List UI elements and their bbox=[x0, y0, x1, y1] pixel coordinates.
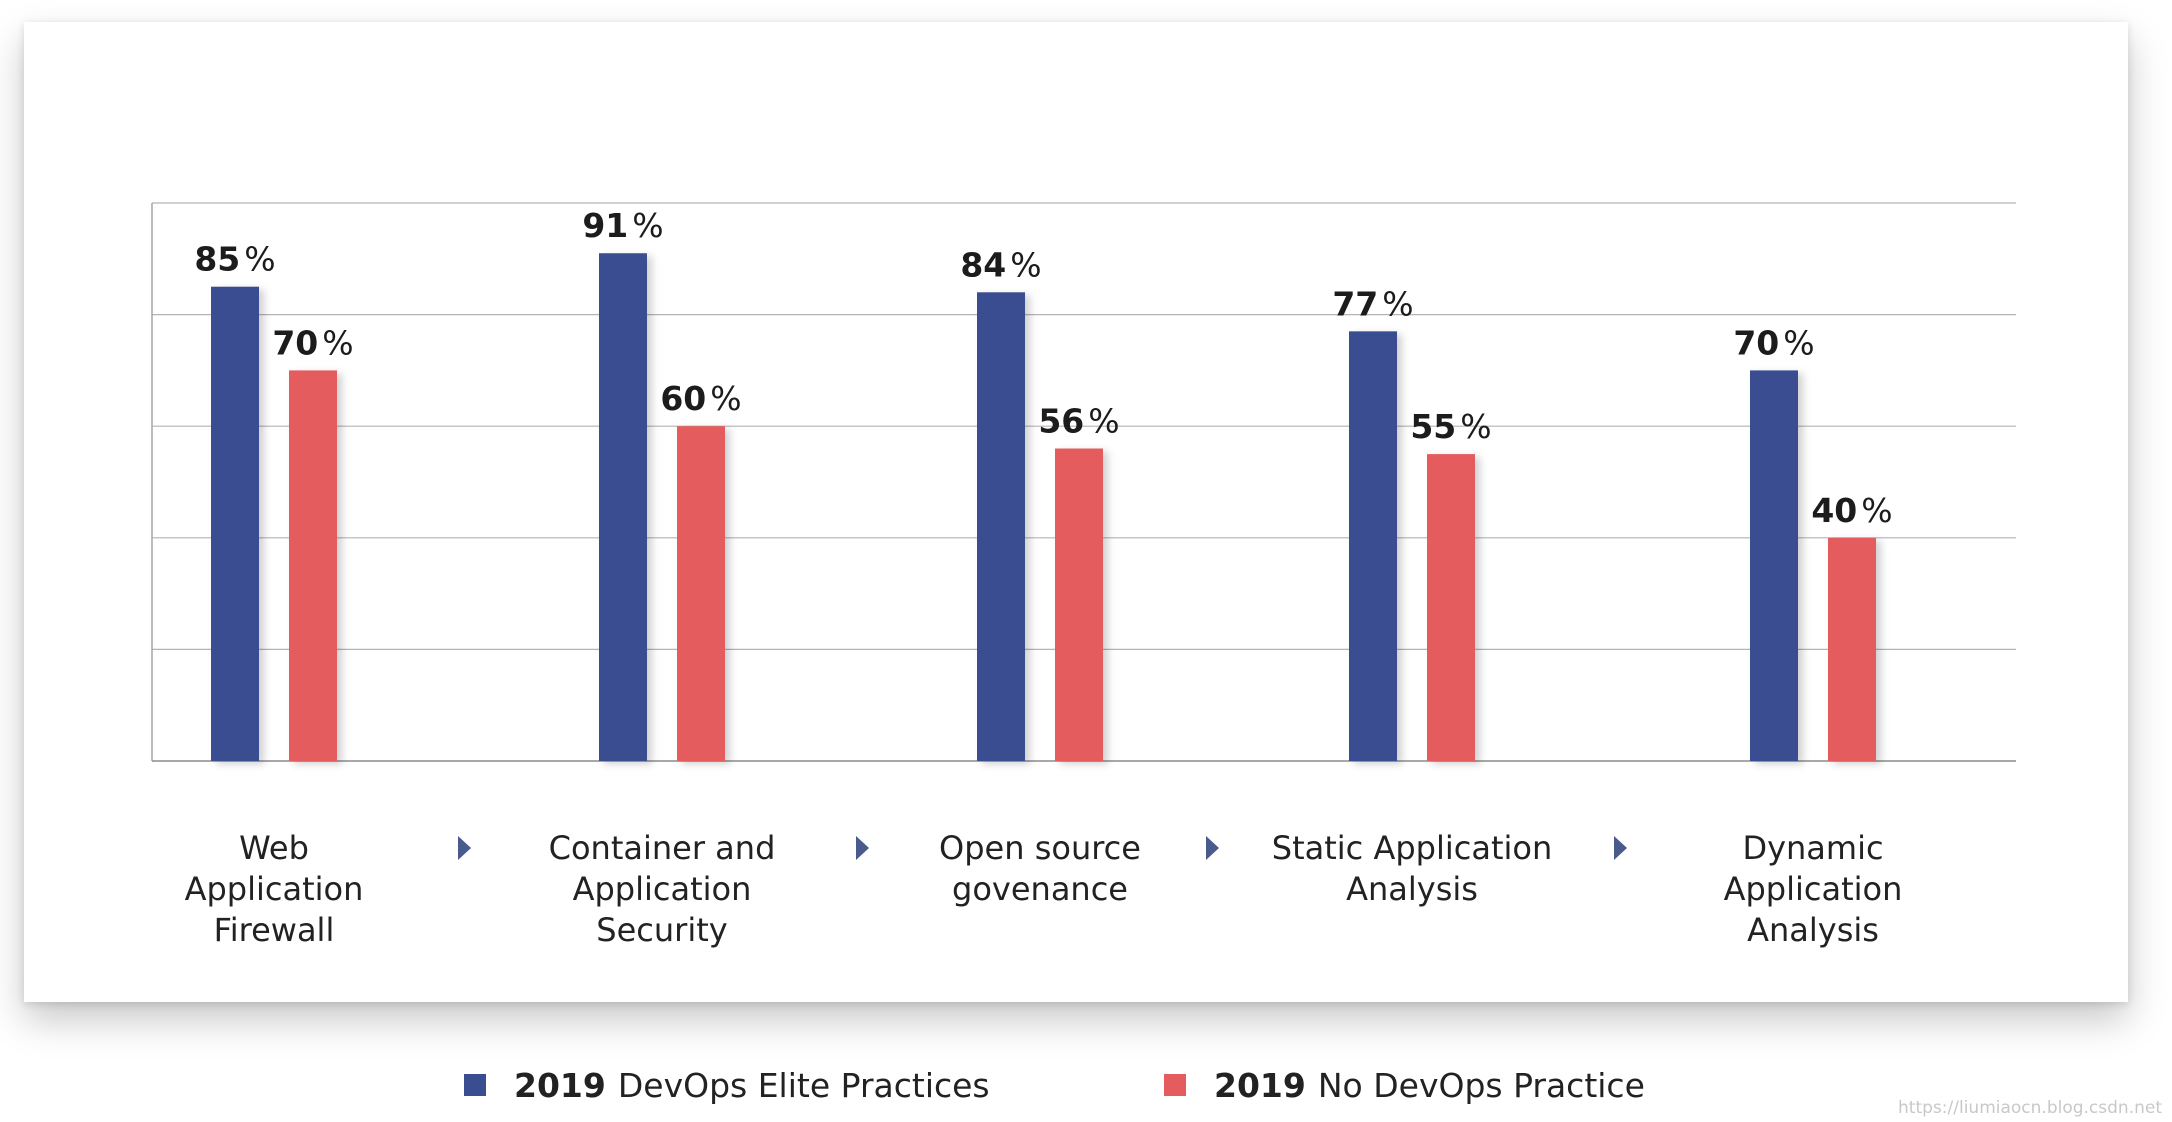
category-label: Open source govenance bbox=[890, 828, 1190, 910]
legend-year-elite: 2019 bbox=[514, 1065, 606, 1105]
chevron-right-icon bbox=[1614, 836, 1627, 860]
bar-elite-0 bbox=[211, 286, 259, 761]
category-label-line: Application bbox=[572, 870, 752, 908]
data-label: 77% bbox=[1332, 284, 1413, 323]
category-label: Web Application Firewall bbox=[124, 828, 424, 951]
bar-no-devops-4 bbox=[1828, 537, 1876, 761]
data-label: 60% bbox=[660, 379, 741, 418]
data-label: 56% bbox=[1038, 402, 1119, 441]
bar-elite-4 bbox=[1750, 370, 1798, 761]
data-label: 40% bbox=[1811, 491, 1892, 530]
bar-no-devops-1 bbox=[677, 426, 725, 761]
category-label-line: Analysis bbox=[1747, 911, 1879, 949]
category-label: Static Application Analysis bbox=[1262, 828, 1562, 910]
data-label: 70% bbox=[1733, 323, 1814, 362]
chevron-right-icon bbox=[458, 836, 471, 860]
chevron-right-icon bbox=[1206, 836, 1219, 860]
bar-no-devops-2 bbox=[1055, 448, 1103, 761]
category-label-line: Open source bbox=[939, 829, 1141, 867]
bar-elite-1 bbox=[599, 253, 647, 761]
legend: 2019 DevOps Elite Practices 2019 No DevO… bbox=[0, 1060, 2172, 1110]
category-label-line: Container and bbox=[548, 829, 776, 867]
chart-card: 85% 91% 84% 77% 70% 70% 60% 56% 55% 40% Web Applic… bbox=[24, 22, 2128, 1002]
legend-swatch-elite bbox=[464, 1074, 486, 1096]
data-label: 85% bbox=[194, 240, 275, 279]
category-label-line: govenance bbox=[952, 870, 1128, 908]
data-label: 55% bbox=[1410, 407, 1491, 446]
category-label: Container and Application Security bbox=[512, 828, 812, 951]
category-label-line: Security bbox=[596, 911, 728, 949]
category-label-line: Application bbox=[1723, 870, 1903, 908]
bar-elite-3 bbox=[1349, 331, 1397, 761]
bar-chart: 85 % 91 % 84 % 77 % 70 % 70 % 60 % 56% 55 % 40% bbox=[151, 202, 2016, 762]
category-label: Dynamic Application Analysis bbox=[1663, 828, 1963, 951]
category-label-line: Analysis bbox=[1346, 870, 1478, 908]
data-label: 70% bbox=[272, 323, 353, 362]
legend-swatch-no-devops bbox=[1164, 1074, 1186, 1096]
category-label-line: Application bbox=[184, 870, 364, 908]
legend-label-no-devops: No DevOps Practice bbox=[1317, 1065, 1645, 1105]
category-label-line: Dynamic bbox=[1742, 829, 1884, 867]
category-label-line: Static Application bbox=[1271, 829, 1553, 867]
legend-label-elite: DevOps Elite Practices bbox=[617, 1065, 990, 1105]
bar-no-devops-0 bbox=[289, 370, 337, 761]
data-label: 91% bbox=[582, 206, 663, 245]
category-label-line: Web bbox=[239, 829, 309, 867]
legend-year-no-devops: 2019 bbox=[1214, 1065, 1306, 1105]
chevron-right-icon bbox=[856, 836, 869, 860]
data-label: 84% bbox=[960, 245, 1041, 284]
watermark: https://liumiaocn.blog.csdn.net bbox=[1898, 1098, 2162, 1118]
bar-elite-2 bbox=[977, 292, 1025, 761]
legend-item-elite: 2019 DevOps Elite Practices bbox=[464, 1060, 990, 1110]
legend-item-no-devops: 2019 No DevOps Practice bbox=[1164, 1060, 1645, 1110]
bar-no-devops-3 bbox=[1427, 454, 1475, 761]
category-label-line: Firewall bbox=[213, 911, 335, 949]
